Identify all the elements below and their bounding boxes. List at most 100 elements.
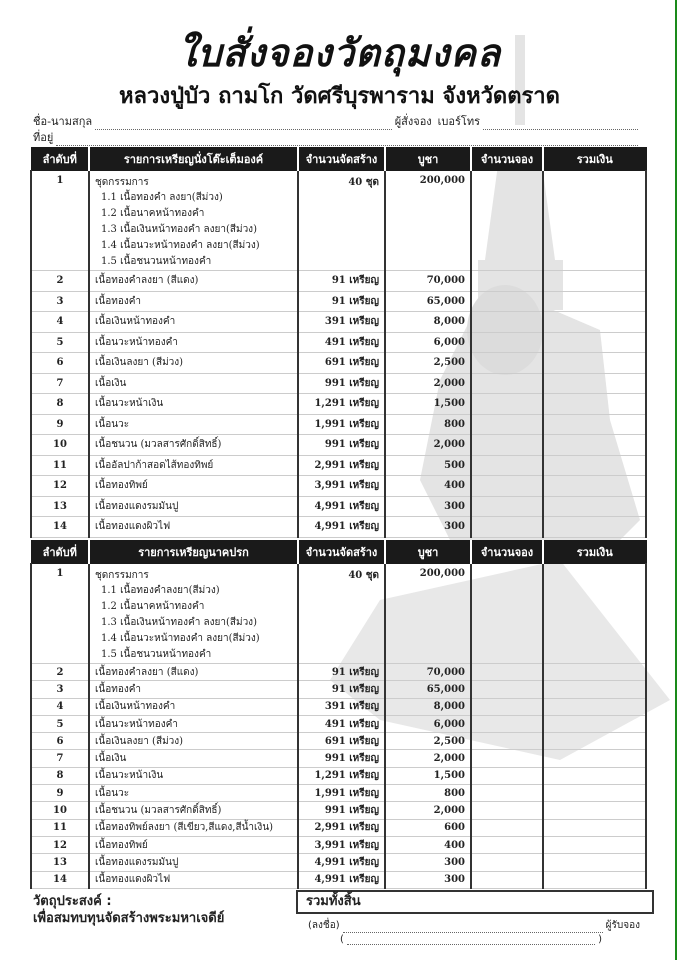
cell-item: เนื้อเงินลงยา (สีม่วง) — [88, 732, 299, 751]
cell-price: 65,000 — [384, 680, 472, 699]
cell-total-input[interactable] — [542, 680, 647, 699]
cell-reserve-input[interactable] — [470, 680, 544, 699]
item-name: เนื้ออัลปาก้าสอดไส้ทองทิพย์ — [95, 459, 214, 471]
cell-no: 12 — [30, 836, 90, 855]
cell-no: 7 — [30, 373, 90, 394]
name-input[interactable] — [95, 119, 392, 130]
item-name: เนื้อทองทิพย์ — [95, 480, 148, 492]
cell-total-input[interactable] — [542, 270, 647, 292]
cell-total-input[interactable] — [542, 871, 647, 889]
cell-total-input[interactable] — [542, 332, 647, 353]
item-name: ชุดกรรมการ — [95, 177, 149, 188]
item-name: เนื้อนวะหน้าเงิน — [95, 770, 164, 782]
cell-total-input[interactable] — [542, 819, 647, 837]
cell-reserve-input[interactable] — [470, 698, 544, 716]
cell-reserve-input[interactable] — [470, 332, 544, 353]
cell-reserve-input[interactable] — [470, 563, 544, 664]
cell-total-input[interactable] — [542, 563, 647, 664]
cell-total-input[interactable] — [542, 291, 647, 312]
address-input[interactable] — [56, 135, 638, 146]
header-col-price: บูชา — [384, 147, 472, 171]
cell-total-input[interactable] — [542, 801, 647, 820]
cell-no: 1 — [30, 170, 90, 271]
cell-reserve-input[interactable] — [470, 311, 544, 333]
cell-reserve-input[interactable] — [470, 496, 544, 517]
header-col-no: ลำดับที่ — [30, 147, 90, 171]
cell-reserve-input[interactable] — [470, 393, 544, 415]
item-subitem: 1.5 เนื้อชนวนหน้าทองคำ — [101, 256, 212, 267]
cell-reserve-input[interactable] — [470, 871, 544, 889]
cell-reserve-input[interactable] — [470, 663, 544, 682]
cell-total-input[interactable] — [542, 393, 647, 415]
cell-reserve-input[interactable] — [470, 732, 544, 751]
header-col-item: รายการเหรียญนั่งโต๊ะเต็มองค์ — [88, 147, 299, 171]
cell-total-input[interactable] — [542, 496, 647, 517]
cell-quantity: 691 เหรียญ — [297, 732, 386, 751]
cell-reserve-input[interactable] — [470, 170, 544, 271]
cell-item: เนื้อชนวน (มวลสารศักดิ์สิทธิ์) — [88, 801, 299, 820]
cell-total-input[interactable] — [542, 663, 647, 682]
cell-item: เนื้อเงิน — [88, 749, 299, 768]
cell-reserve-input[interactable] — [470, 270, 544, 292]
cell-total-input[interactable] — [542, 698, 647, 716]
cell-total-input[interactable] — [542, 732, 647, 751]
cell-reserve-input[interactable] — [470, 373, 544, 394]
grand-total-label: รวมทั้งสิ้น — [306, 894, 361, 909]
phone-input[interactable] — [483, 119, 638, 130]
cell-total-input[interactable] — [542, 373, 647, 394]
grand-total-box[interactable]: รวมทั้งสิ้น — [296, 890, 654, 914]
cell-no: 1 — [30, 563, 90, 664]
cell-total-input[interactable] — [542, 767, 647, 786]
cell-reserve-input[interactable] — [470, 715, 544, 734]
address-label: ที่อยู่ — [33, 131, 54, 144]
temple-subtitle: หลวงปู่บัว ถามโก วัดศรีบุรพาราม จังหวัดต… — [119, 84, 560, 109]
cell-reserve-input[interactable] — [470, 836, 544, 855]
item-name: เนื้อทองแดงผิวไฟ — [95, 874, 171, 886]
cell-reserve-input[interactable] — [470, 801, 544, 820]
cell-quantity: 691 เหรียญ — [297, 352, 386, 374]
cell-item: เนื้อนวะ — [88, 784, 299, 803]
cell-total-input[interactable] — [542, 352, 647, 374]
cell-reserve-input[interactable] — [470, 819, 544, 837]
cell-reserve-input[interactable] — [470, 434, 544, 456]
cell-quantity: 391 เหรียญ — [297, 698, 386, 716]
cell-price: 6,000 — [384, 715, 472, 734]
item-subitem: 1.2 เนื้อนาคหน้าทองคำ — [101, 208, 205, 219]
cell-reserve-input[interactable] — [470, 352, 544, 374]
cell-total-input[interactable] — [542, 475, 647, 497]
cell-total-input[interactable] — [542, 434, 647, 456]
cell-item: เนื้อนวะหน้าเงิน — [88, 393, 299, 415]
cell-reserve-input[interactable] — [470, 767, 544, 786]
table-row: 3 เนื้อทองคำ 91 เหรียญ 65,000 — [30, 680, 647, 699]
cell-reserve-input[interactable] — [470, 455, 544, 476]
cell-total-input[interactable] — [542, 749, 647, 768]
cell-total-input[interactable] — [542, 715, 647, 734]
signature-input[interactable] — [342, 922, 603, 933]
printed-name-input[interactable] — [346, 934, 596, 945]
cell-reserve-input[interactable] — [470, 749, 544, 768]
cell-total-input[interactable] — [542, 784, 647, 803]
cell-total-input[interactable] — [542, 455, 647, 476]
cell-reserve-input[interactable] — [470, 475, 544, 497]
cell-reserve-input[interactable] — [470, 516, 544, 538]
phone-label: เบอร์โทร — [437, 115, 480, 128]
table-naga-coins: ลำดับที่ รายการเหรียญนาคปรก จำนวนจัดสร้างบ… — [30, 540, 647, 889]
cell-price: 300 — [384, 871, 472, 889]
cell-reserve-input[interactable] — [470, 784, 544, 803]
table-row: 13 เนื้อทองแดงรมมันปู 4,991 เหรียญ 300 — [30, 853, 647, 872]
cell-reserve-input[interactable] — [470, 291, 544, 312]
cell-item: เนื้อทองทิพย์ — [88, 836, 299, 855]
cell-total-input[interactable] — [542, 414, 647, 435]
cell-no: 14 — [30, 516, 90, 538]
cell-total-input[interactable] — [542, 311, 647, 333]
cell-total-input[interactable] — [542, 516, 647, 538]
cell-total-input[interactable] — [542, 170, 647, 271]
cell-total-input[interactable] — [542, 836, 647, 855]
cell-reserve-input[interactable] — [470, 414, 544, 435]
cell-reserve-input[interactable] — [470, 853, 544, 872]
cell-price: 400 — [384, 836, 472, 855]
cell-total-input[interactable] — [542, 853, 647, 872]
item-name: เนื้อทองแดงผิวไฟ — [95, 521, 171, 533]
item-subitem: 1.4 เนื้อนวะหน้าทองคำ ลงยา(สีม่วง) — [101, 240, 260, 251]
cell-price: 500 — [384, 455, 472, 476]
